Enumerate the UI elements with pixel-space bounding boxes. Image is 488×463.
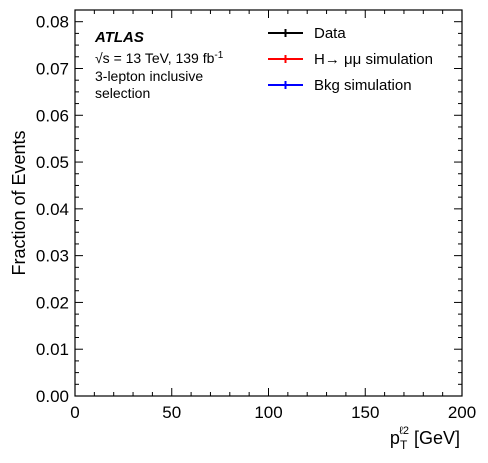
legend-entry: Data: [268, 25, 346, 42]
x-tick-label: 50: [162, 403, 181, 422]
legend-label: H→ μμ simulation: [314, 51, 433, 68]
x-axis-title-main: p: [390, 428, 400, 448]
selection-label-line1: 3-lepton inclusive: [95, 68, 203, 84]
legend-entry: H→ μμ simulation: [268, 51, 433, 68]
energy-lumi-label: √s = 13 TeV, 139 fb-1: [95, 50, 224, 66]
y-tick-label: 0.04: [36, 200, 69, 219]
y-tick-label: 0.08: [36, 13, 69, 32]
sqrt-s-label: √s: [95, 50, 110, 66]
y-tick-label: 0.00: [36, 387, 69, 406]
legend-label: Bkg simulation: [314, 77, 412, 94]
y-tick-label: 0.03: [36, 247, 69, 266]
legend-label: Data: [314, 25, 346, 42]
minor-ticks: [75, 9, 462, 396]
atlas-label: ATLAS: [94, 29, 144, 46]
y-tick-label: 0.01: [36, 340, 69, 359]
y-tick-label: 0.02: [36, 293, 69, 312]
x-tick-label: 0: [70, 403, 79, 422]
y-tick-label: 0.05: [36, 153, 69, 172]
energy-lumi-value: = 13 TeV, 139 fb: [114, 50, 215, 66]
selection-label-line2: selection: [95, 85, 150, 101]
tick-labels: 0 50 100 150 200 0.00 0.01 0.02 0.03 0.04 0.05 0.06…: [36, 13, 476, 422]
y-axis-title: Fraction of Events: [9, 130, 29, 275]
legend: Data H→ μμ simulation Bkg simulation: [268, 25, 433, 94]
x-tick-label: 150: [351, 403, 379, 422]
x-axis-title-superscript: ℓ2: [399, 425, 409, 437]
x-tick-label: 200: [448, 403, 476, 422]
x-axis-title-unit: [GeV]: [414, 428, 460, 448]
x-tick-label: 100: [254, 403, 282, 422]
x-axis-title-subscript: T: [400, 438, 408, 452]
legend-entry: Bkg simulation: [268, 77, 412, 94]
lumi-exponent: -1: [214, 50, 223, 61]
x-axis-title: pTℓ2 [GeV]: [390, 425, 460, 452]
y-tick-label: 0.07: [36, 59, 69, 78]
y-tick-label: 0.06: [36, 106, 69, 125]
plot-frame: [74, 9, 463, 397]
